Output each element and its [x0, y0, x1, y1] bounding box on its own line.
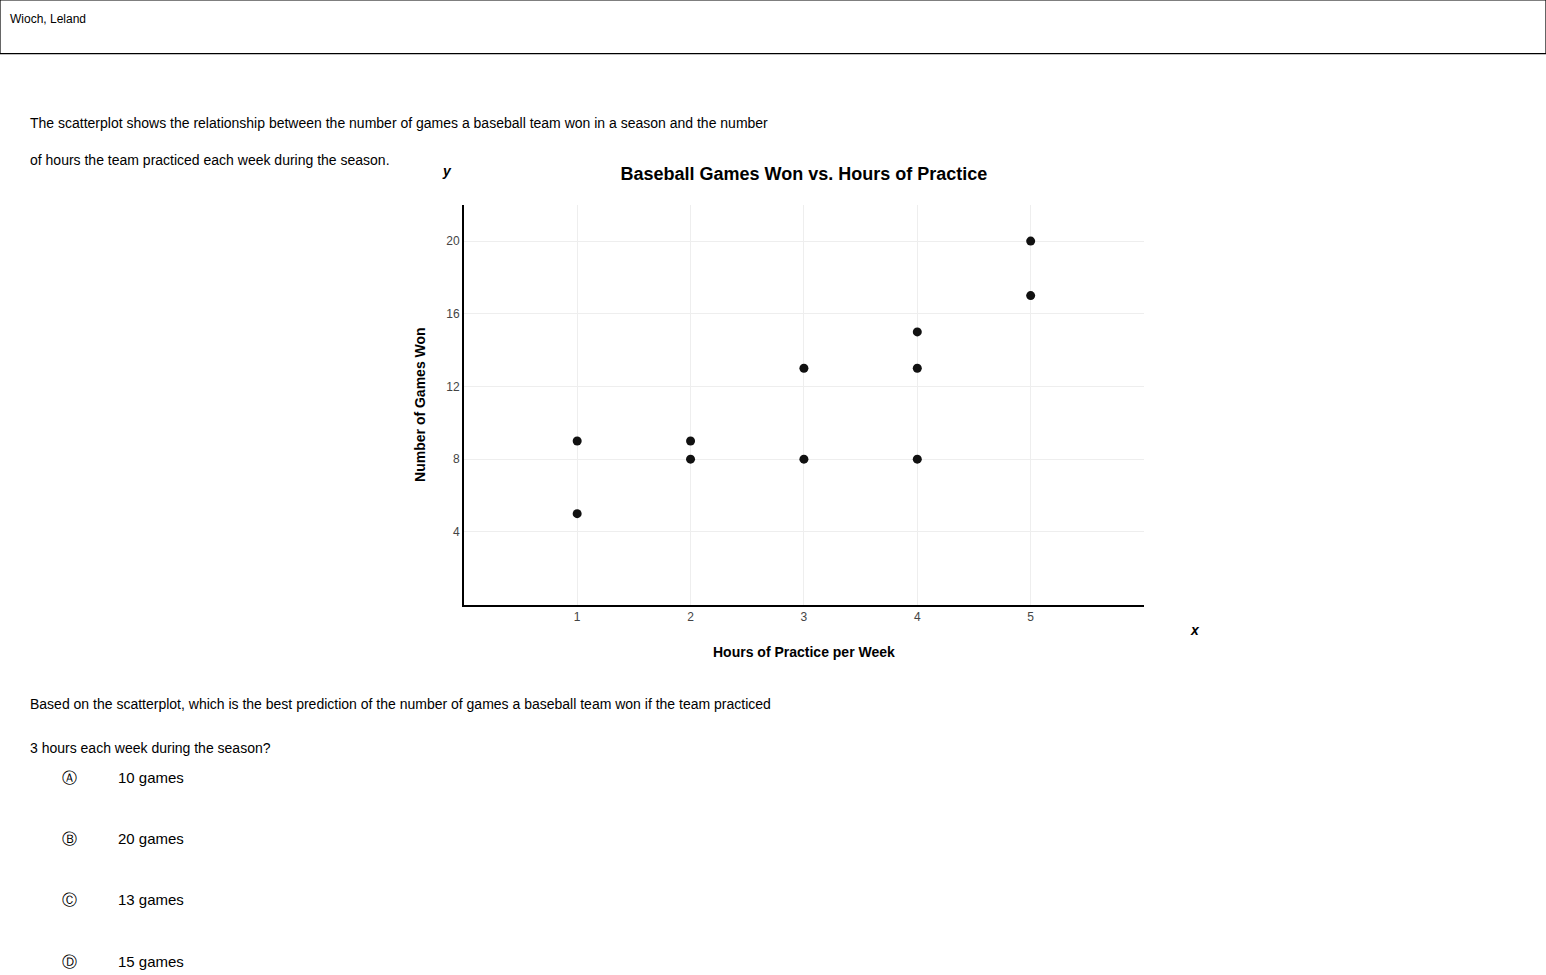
- svg-text:15 games: 15 games: [118, 953, 184, 970]
- svg-text:3 hours each week during the s: 3 hours each week during the season?: [30, 740, 271, 756]
- svg-text:Wioch, Leland: Wioch, Leland: [10, 12, 86, 26]
- svg-text:y: y: [442, 163, 452, 179]
- svg-text:2: 2: [687, 610, 694, 624]
- svg-text:Ⓒ: Ⓒ: [62, 891, 77, 908]
- svg-text:Ⓑ: Ⓑ: [62, 830, 77, 847]
- svg-text:Based on the scatterplot, whic: Based on the scatterplot, which is the b…: [30, 696, 771, 712]
- svg-text:Baseball Games Won vs. Hours o: Baseball Games Won vs. Hours of Practice: [621, 164, 988, 184]
- svg-text:4: 4: [453, 525, 460, 539]
- svg-text:Hours of Practice per Week: Hours of Practice per Week: [713, 644, 895, 660]
- svg-text:10 games: 10 games: [118, 769, 184, 786]
- svg-text:1: 1: [574, 610, 581, 624]
- svg-text:Ⓐ: Ⓐ: [62, 769, 77, 786]
- svg-text:12: 12: [446, 380, 460, 394]
- svg-text:Ⓓ: Ⓓ: [62, 953, 77, 970]
- svg-text:13 games: 13 games: [118, 891, 184, 908]
- svg-text:20 games: 20 games: [118, 830, 184, 847]
- svg-text:20: 20: [446, 234, 460, 248]
- svg-text:3: 3: [801, 610, 808, 624]
- svg-text:16: 16: [446, 307, 460, 321]
- svg-text:of hours the team practiced ea: of hours the team practiced each week du…: [30, 152, 390, 168]
- svg-text:4: 4: [914, 610, 921, 624]
- svg-text:x: x: [1190, 622, 1200, 638]
- svg-text:Number of Games Won: Number of Games Won: [412, 327, 428, 482]
- svg-text:5: 5: [1027, 610, 1034, 624]
- svg-text:The scatterplot shows the rela: The scatterplot shows the relationship b…: [30, 115, 768, 131]
- svg-text:8: 8: [453, 452, 460, 466]
